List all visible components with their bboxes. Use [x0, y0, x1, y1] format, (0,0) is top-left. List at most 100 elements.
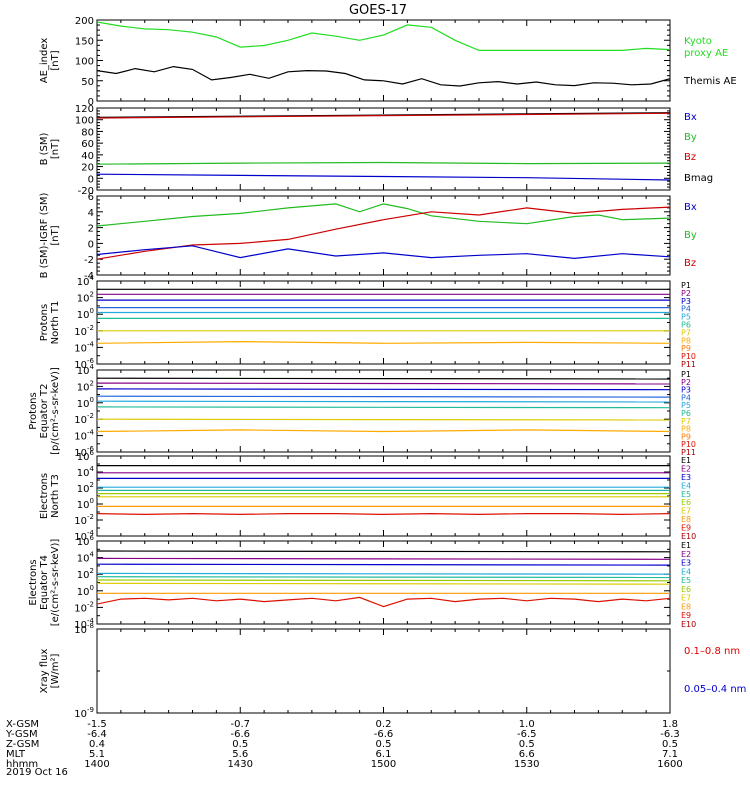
y-tick-label: 106 [77, 449, 95, 463]
y-tick-label: 10-2 [74, 600, 94, 614]
legend-label: By [684, 230, 697, 241]
legend-label: Bmag [684, 173, 713, 184]
x-row-value: 0.5 [232, 739, 248, 750]
legend-label: E5 [681, 576, 691, 585]
x-row-value: 0.2 [376, 719, 392, 730]
y-tick-label: -2 [84, 255, 94, 266]
x-row-value: -6.3 [660, 729, 680, 740]
series-e9 [97, 512, 670, 516]
legend-label: E2 [681, 550, 691, 559]
y-axis-label: Protons [28, 392, 39, 429]
legend-label: P6 [681, 321, 691, 330]
x-row-value: 1.0 [519, 719, 535, 730]
legend-label: proxy AE [684, 48, 728, 59]
x-row-value: -6.6 [230, 729, 250, 740]
x-row-value: 6.6 [519, 749, 535, 760]
legend-label: E3 [681, 473, 691, 482]
y-tick-label: 10-8 [74, 622, 94, 636]
legend-label: Themis AE [683, 76, 737, 87]
series-bz [97, 206, 670, 260]
legend-label: E9 [681, 524, 691, 533]
series-p7 [97, 418, 670, 421]
panel-xray: 10-9 10-8 Xray flux [W/m²] 0.1–0.8 nm 0.05–0.… [39, 622, 746, 720]
series-by [97, 203, 670, 227]
legend-label: P8 [681, 425, 691, 434]
panel-frame [96, 540, 671, 625]
panel-frame [96, 195, 671, 276]
x-row-value: 5.1 [89, 749, 105, 760]
x-row-label: Z-GSM [6, 739, 39, 750]
series-p4 [97, 395, 670, 398]
y-axis-label: [nT] [50, 225, 61, 245]
y-tick-label: 150 [75, 36, 94, 47]
x-row-value: 1400 [84, 759, 109, 770]
y-axis-label: Equator T4 [39, 555, 50, 610]
legend-label: E1 [681, 541, 691, 550]
legend-label: P5 [681, 401, 691, 410]
y-axis-label: Equator T2 [39, 384, 50, 439]
series-p1 [97, 377, 670, 380]
y-tick-label: 10-2 [74, 324, 94, 338]
y-tick-label: 10-2 [74, 513, 94, 527]
legend-label: Kyoto [684, 36, 712, 47]
y-axis-label: [W/m²] [50, 653, 61, 688]
series-e3 [97, 563, 670, 566]
x-row-label: hhmm [6, 759, 38, 770]
y-tick-label: 10-2 [74, 412, 94, 426]
y-tick-label: 104 [77, 551, 95, 565]
x-row-value: 1500 [371, 759, 396, 770]
y-tick-label: -20 [78, 186, 94, 197]
series-group [97, 550, 670, 608]
panel-bsm-igrf: -4 -2 0 2 4 6 B (SM)-IGRF (SM) [nT] Bx By Bz [39, 192, 697, 282]
y-tick-label: 100 [77, 584, 94, 598]
series-p5 [97, 400, 670, 403]
y-tick-label: 104 [77, 363, 95, 377]
y-tick-label: 4 [88, 208, 94, 219]
legend-label: 0.1–0.8 nm [684, 646, 740, 657]
x-row-value: 5.6 [232, 749, 248, 760]
legend-label: E5 [681, 490, 691, 499]
y-tick-label: 0 [88, 174, 94, 185]
panel-frame [96, 628, 671, 714]
y-tick-label: 40 [81, 151, 94, 162]
y-axis-label: B (SM)-IGRF (SM) [39, 193, 50, 279]
y-tick-label: -4 [84, 271, 94, 282]
series-group [97, 465, 670, 516]
y-tick-label: 120 [75, 104, 94, 115]
legend-label: P1 [681, 370, 691, 379]
series-group [97, 21, 670, 87]
legend-label: P10 [681, 352, 696, 361]
y-tick-label: 102 [77, 291, 94, 305]
legend-label: E6 [681, 498, 691, 507]
x-row-label: Y-GSM [5, 729, 38, 740]
legend-label: Bz [684, 258, 696, 269]
y-axis-label: AE_index [39, 38, 50, 84]
legend-label: P4 [681, 393, 691, 402]
legend-label: P5 [681, 313, 691, 322]
y-axis-label: [nT] [50, 50, 61, 70]
y-tick-label: 80 [81, 127, 94, 138]
series-bx [97, 245, 670, 260]
panel-frame [96, 455, 671, 537]
series-group [97, 377, 670, 433]
legend-label: P1 [681, 281, 691, 290]
legend-label: P2 [681, 378, 691, 387]
legend-label: P11 [681, 360, 696, 369]
y-axis-label: North T3 [50, 474, 61, 518]
x-row-value: -6.6 [374, 729, 394, 740]
y-tick-label: 20 [81, 163, 94, 174]
panel-frame [96, 369, 671, 453]
y-axis-label: B (SM) [39, 132, 50, 165]
legend-label: E10 [681, 620, 696, 629]
x-row-value: 1.8 [662, 719, 678, 730]
x-row-value: 0.4 [89, 739, 105, 750]
y-tick-label: 50 [81, 77, 94, 88]
y-tick-label: 200 [75, 16, 94, 27]
y-tick-label: 100 [77, 396, 94, 410]
